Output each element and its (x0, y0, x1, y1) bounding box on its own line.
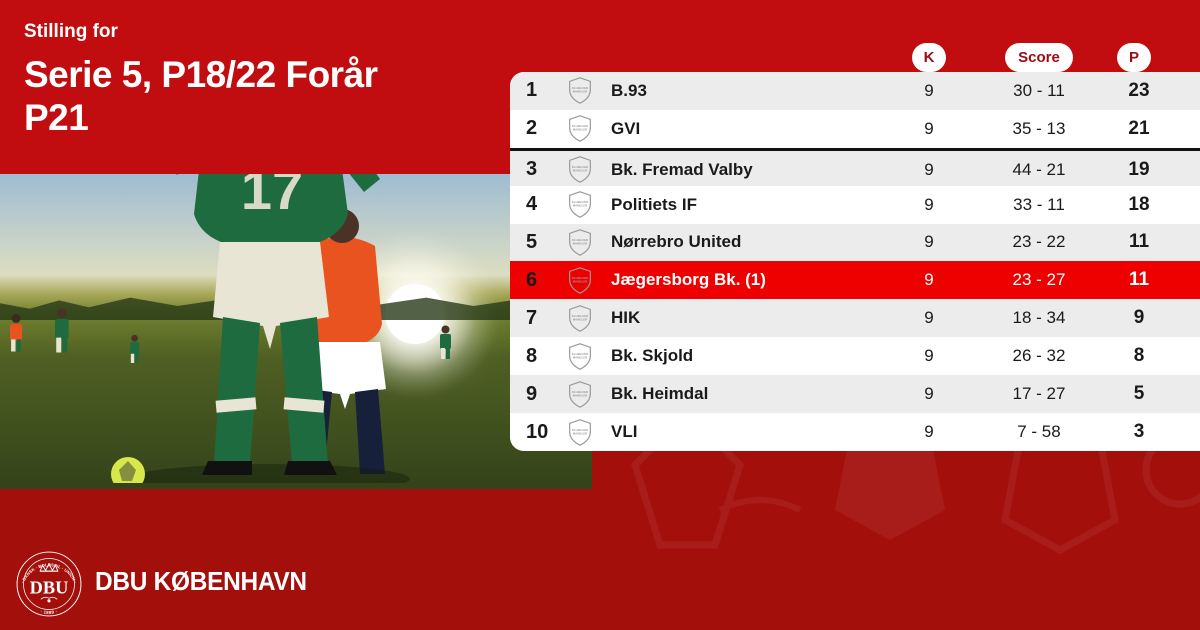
svg-text:MANGLER: MANGLER (573, 241, 587, 245)
svg-text:MANGLER: MANGLER (573, 355, 587, 359)
svg-text:MANGLER: MANGLER (573, 317, 587, 321)
svg-text:MANGLER: MANGLER (573, 90, 587, 94)
svg-text:DBU: DBU (30, 578, 69, 598)
svg-text:MANGLER: MANGLER (573, 169, 587, 173)
svg-text:MANGLER: MANGLER (573, 393, 587, 397)
svg-text:MANGLER: MANGLER (573, 431, 587, 435)
svg-text:17: 17 (241, 174, 303, 221)
svg-text:MANGLER: MANGLER (573, 128, 587, 132)
svg-text:MANGLER: MANGLER (573, 279, 587, 283)
svg-text:MANGLER: MANGLER (573, 204, 587, 208)
